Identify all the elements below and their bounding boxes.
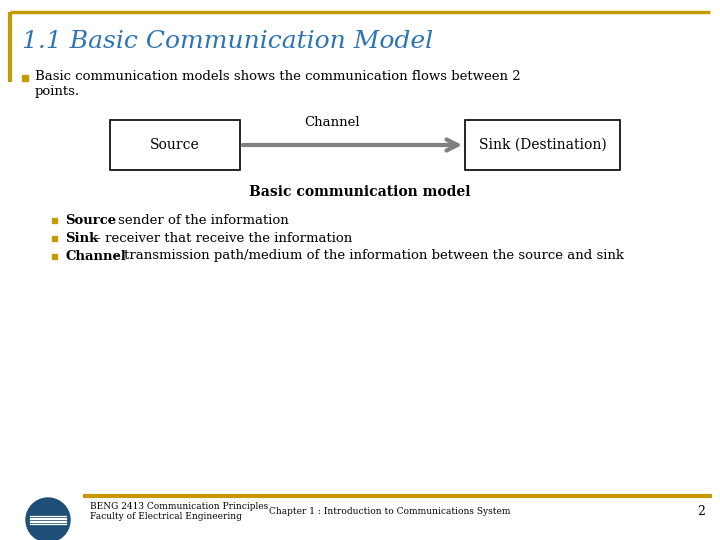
- Text: Sink (Destination): Sink (Destination): [479, 138, 606, 152]
- Text: 2: 2: [697, 505, 705, 518]
- Text: Source: Source: [150, 138, 200, 152]
- Text: Chapter 1 : Introduction to Communications System: Chapter 1 : Introduction to Communicatio…: [269, 507, 510, 516]
- Bar: [22, 75, 28, 81]
- Text: – transmission path/medium of the information between the source and sink: – transmission path/medium of the inform…: [109, 249, 624, 262]
- Circle shape: [26, 498, 70, 540]
- Text: Sink: Sink: [65, 232, 98, 245]
- Bar: [52, 218, 57, 223]
- Bar: [465, 120, 620, 170]
- Text: – sender of the information: – sender of the information: [103, 213, 289, 226]
- Text: BENG 2413 Communication Principles: BENG 2413 Communication Principles: [90, 502, 269, 511]
- Text: 1.1 Basic Communication Model: 1.1 Basic Communication Model: [22, 30, 433, 53]
- Text: Basic communication models shows the communication flows between 2: Basic communication models shows the com…: [35, 71, 521, 84]
- Bar: [110, 120, 240, 170]
- Text: Channel: Channel: [65, 249, 126, 262]
- Text: points.: points.: [35, 84, 80, 98]
- Text: Channel: Channel: [305, 116, 360, 129]
- Bar: [52, 254, 57, 259]
- Text: Basic communication model: Basic communication model: [249, 185, 471, 199]
- Text: – receiver that receive the information: – receiver that receive the information: [90, 232, 353, 245]
- Text: Source: Source: [65, 213, 116, 226]
- Text: Faculty of Electrical Engineering: Faculty of Electrical Engineering: [90, 512, 242, 521]
- Bar: [52, 236, 57, 241]
